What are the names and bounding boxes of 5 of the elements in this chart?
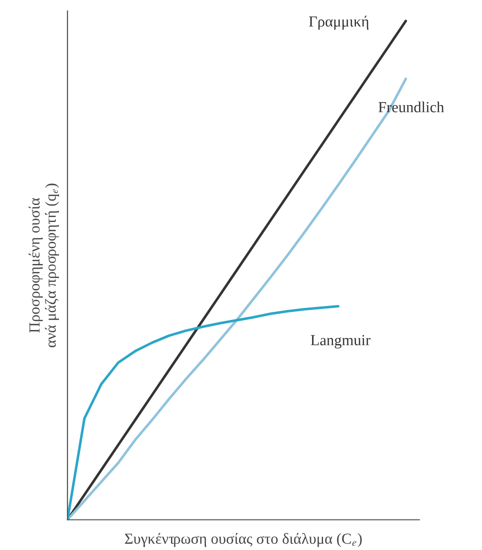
y-axis-title: Προσροφημένη ουσία ανά μάζα προσροφητή (q$_{e}$) <box>28 184 59 348</box>
x-axis-title: Συγκέντρωση ουσίας στο διάλυμα (C$_{e}$) <box>124 532 362 547</box>
series-label: Langmuir <box>310 335 370 348</box>
series-label: Freundlich <box>378 102 444 112</box>
series-label: Γραμμική <box>309 16 368 30</box>
